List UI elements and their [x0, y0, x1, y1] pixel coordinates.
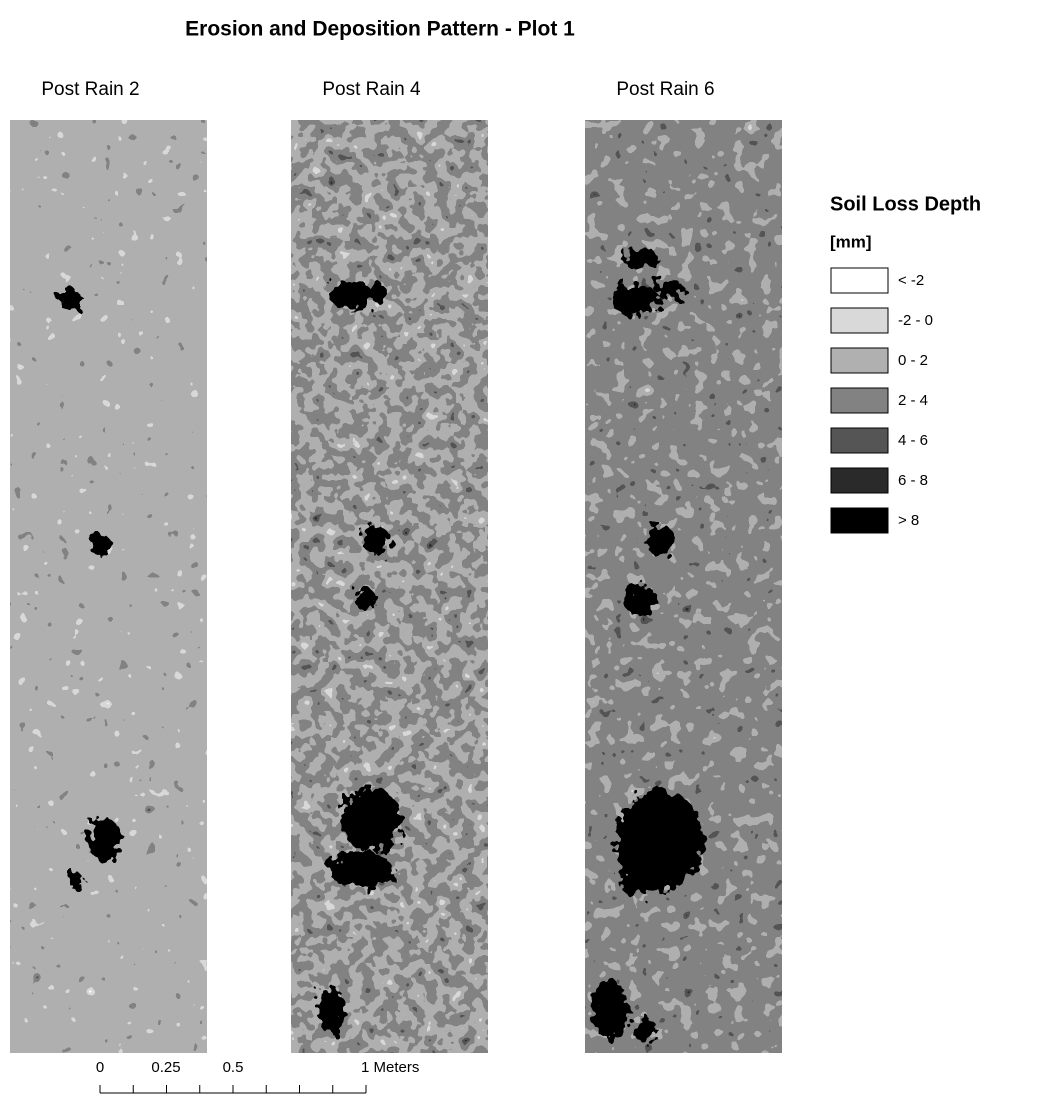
dark-patch — [317, 986, 345, 1034]
raster-panel — [291, 120, 488, 1053]
legend-swatch — [831, 388, 888, 413]
raster — [585, 120, 782, 1053]
figure: Erosion and Deposition Pattern - Plot 1 … — [0, 0, 1047, 1101]
dark-patch — [622, 248, 658, 268]
legend-label: 2 - 4 — [898, 392, 928, 409]
dark-patch — [90, 533, 110, 557]
legend-label: 4 - 6 — [898, 432, 928, 449]
scale-bar — [100, 1085, 366, 1093]
raster — [291, 120, 488, 1053]
dark-patch — [656, 280, 684, 300]
raster-panel — [10, 120, 207, 1053]
legend-swatch — [831, 428, 888, 453]
legend-label: > 8 — [898, 512, 919, 529]
dark-patch — [366, 282, 386, 302]
dark-patch — [362, 526, 390, 554]
dark-patch — [624, 584, 656, 616]
legend-label: -2 - 0 — [898, 312, 933, 329]
dark-patch — [592, 980, 628, 1040]
legend-swatch — [831, 508, 888, 533]
legend-label: < -2 — [898, 272, 924, 289]
panel-label: Post Rain 4 — [322, 79, 421, 100]
dark-patch — [341, 788, 401, 852]
scale-label: 0.25 — [151, 1059, 180, 1076]
legend-swatch — [831, 468, 888, 493]
legend-swatch — [831, 308, 888, 333]
raster-panel — [585, 120, 782, 1053]
legend-unit: [mm] — [830, 232, 872, 251]
raster — [10, 120, 207, 1053]
dark-patch — [329, 852, 393, 888]
legend-label: 6 - 8 — [898, 472, 928, 489]
dark-patch — [329, 281, 373, 309]
legend-swatch — [831, 268, 888, 293]
dark-patch — [58, 290, 82, 310]
dark-patch — [611, 284, 659, 316]
dark-patch — [67, 872, 83, 888]
panel-label: Post Rain 6 — [616, 79, 714, 100]
title: Erosion and Deposition Pattern - Plot 1 — [185, 18, 575, 41]
dark-patch — [89, 818, 121, 862]
dark-patch — [633, 1018, 657, 1042]
scale-label: 1 Meters — [361, 1059, 419, 1076]
dark-patch — [646, 524, 674, 556]
scale-label: 0 — [96, 1059, 104, 1076]
dark-patch — [619, 864, 651, 896]
scale-label: 0.5 — [223, 1059, 244, 1076]
legend-swatch — [831, 348, 888, 373]
legend-label: 0 - 2 — [898, 352, 928, 369]
panel-label: Post Rain 2 — [41, 79, 139, 100]
dark-patch — [356, 588, 376, 612]
legend-title: Soil Loss Depth — [830, 193, 981, 215]
